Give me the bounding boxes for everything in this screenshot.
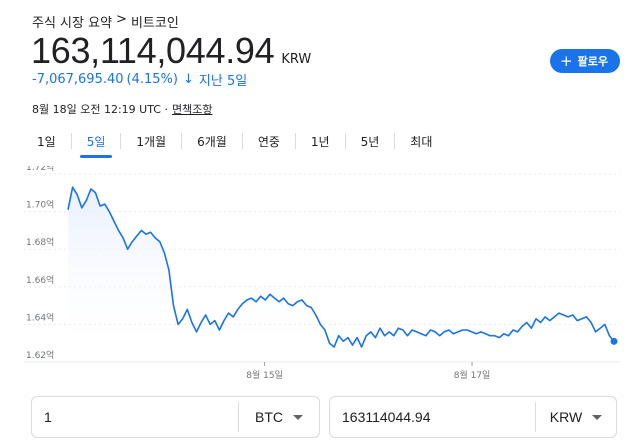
tab-label: 최대 [410, 134, 433, 149]
tab-1d[interactable]: 1일 [22, 128, 71, 154]
change-amount: -7,067,695.40 [32, 72, 124, 87]
tab-5y[interactable]: 5년 [346, 128, 395, 154]
x-tick-label: 8월 17일 [454, 369, 491, 381]
timestamp-text: 8월 18일 오전 12:19 UTC · [32, 103, 168, 116]
tab-divider [70, 133, 72, 149]
tab-max[interactable]: 최대 [395, 128, 447, 154]
tab-label: 5년 [360, 134, 380, 149]
y-tick-label: 1.64억 [26, 311, 54, 323]
price-line [67, 186, 615, 348]
converter-divider [535, 402, 536, 432]
chevron-down-icon [293, 414, 303, 420]
breadcrumb-separator: > [116, 12, 127, 27]
tab-divider [344, 133, 346, 149]
disclaimer-link[interactable]: 면책조항 [171, 103, 213, 116]
y-tick-label: 1.72억 [26, 166, 54, 173]
x-tick-label: 8월 15일 [246, 369, 283, 381]
tab-divider [120, 133, 122, 149]
tab-5d[interactable]: 5일 [72, 128, 121, 158]
tab-label: 1개월 [136, 134, 167, 149]
tab-label: 연중 [257, 134, 280, 149]
converter-to-unit: KRW [549, 409, 583, 425]
price-currency: KRW [281, 52, 312, 67]
converter-from-unit: BTC [255, 409, 283, 425]
converter-from-unit-select[interactable]: BTC [239, 409, 319, 425]
breadcrumb-root-link[interactable]: 주식 시장 요약 [32, 16, 113, 31]
converter-from: 1 BTC [31, 396, 320, 438]
converter-to-input[interactable]: 163114044.94 [342, 409, 431, 425]
price-chart[interactable]: 1.72억 1.70억 1.68억 1.66억 1.64억 1.62억 8월 15일 8월 1… [24, 161, 620, 388]
breadcrumb: 주식 시장 요약 > 비트코인 [32, 12, 179, 31]
time-range-tabs: 1일 5일 1개월 6개월 연중 1년 5년 최대 [22, 128, 447, 158]
tab-divider [241, 133, 243, 149]
last-point-dot [610, 337, 618, 345]
tab-1y[interactable]: 1년 [296, 128, 345, 154]
change-percent: (4.15%) [126, 72, 178, 87]
tab-ytd[interactable]: 연중 [243, 128, 295, 154]
timestamp: 8월 18일 오전 12:19 UTC · 면책조항 [32, 101, 212, 117]
tab-label: 1일 [37, 134, 56, 149]
converter-divider [238, 402, 239, 432]
converter-to-unit-select[interactable]: KRW [536, 409, 616, 425]
down-arrow-icon: ↓ [182, 72, 194, 87]
tab-divider [181, 133, 183, 149]
follow-button[interactable]: + 팔로우 [550, 49, 620, 73]
tab-label: 6개월 [197, 134, 227, 149]
y-tick-label: 1.68억 [26, 236, 54, 248]
tab-divider [294, 133, 296, 149]
price-change: -7,067,695.40 (4.15%) ↓ 지난 5일 [32, 70, 247, 89]
tab-label: 1년 [310, 134, 330, 149]
chevron-down-icon [592, 414, 603, 420]
converter-from-input[interactable]: 1 [44, 409, 52, 425]
change-period: 지난 5일 [198, 74, 248, 89]
breadcrumb-current: 비트코인 [130, 16, 179, 31]
y-tick-label: 1.66억 [26, 274, 54, 286]
tab-1m[interactable]: 1개월 [121, 128, 181, 154]
price-header: 163,114,044.94 KRW [31, 30, 311, 72]
current-price: 163,114,044.94 [31, 30, 275, 71]
tab-divider [394, 133, 396, 149]
area-fill [68, 187, 614, 362]
price-chart-svg: 1.72억 1.70억 1.68억 1.66억 1.64억 1.62억 8월 15일 8월 1… [24, 161, 620, 381]
tab-6m[interactable]: 6개월 [182, 128, 242, 154]
follow-button-label: 팔로우 [577, 55, 608, 68]
converter-to: 163114044.94 KRW [329, 396, 617, 438]
plus-icon: + [560, 51, 573, 70]
y-tick-label: 1.62억 [26, 349, 54, 361]
y-tick-label: 1.70억 [26, 199, 54, 211]
tab-label: 5일 [86, 134, 106, 149]
